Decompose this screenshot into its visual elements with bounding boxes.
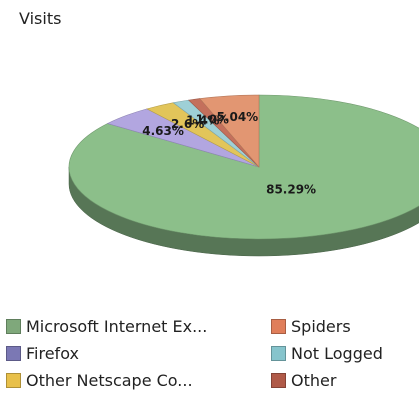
legend-item-firefox: Firefox: [6, 344, 79, 363]
legend-swatch: [271, 373, 286, 388]
pie-data-label: 1.4%: [186, 114, 219, 128]
pie-slices: [68, 94, 419, 240]
legend-label: Firefox: [26, 344, 79, 363]
chart-title: Visits: [19, 9, 62, 28]
legend-item-other: Other: [271, 371, 336, 390]
legend-swatch: [6, 319, 21, 334]
legend-label: Spiders: [291, 317, 351, 336]
pie-data-label: 4.63%: [142, 124, 184, 138]
legend-item-spiders: Spiders: [271, 317, 351, 336]
legend-swatch: [6, 373, 21, 388]
pie-slice: [68, 94, 419, 240]
pie-data-label: 85.29%: [266, 183, 316, 197]
pie-slice: [199, 94, 260, 168]
pie-data-label: 5.04%: [217, 110, 259, 124]
legend-label: Other Netscape Co...: [26, 371, 193, 390]
pie-chart: 85.29% 4.63%2.6%1.4%1.0%5.04%: [68, 94, 419, 257]
legend-swatch: [271, 346, 286, 361]
pie-data-label: 1.0%: [196, 112, 229, 126]
legend-label: Microsoft Internet Ex...: [26, 317, 208, 336]
legend-item-microsoft-internet-explorer: Microsoft Internet Ex...: [6, 317, 207, 336]
legend-item-not-logged: Not Logged: [271, 344, 383, 363]
legend-label: Other: [291, 371, 337, 390]
legend-swatch: [6, 346, 21, 361]
legend-label: Not Logged: [291, 344, 383, 363]
pie-labels: 85.29% 4.63%2.6%1.4%1.0%5.04%: [142, 110, 316, 197]
legend-swatch: [271, 319, 286, 334]
legend-item-other-netscape: Other Netscape Co...: [6, 371, 193, 390]
pie-data-label: 2.6%: [171, 117, 204, 131]
